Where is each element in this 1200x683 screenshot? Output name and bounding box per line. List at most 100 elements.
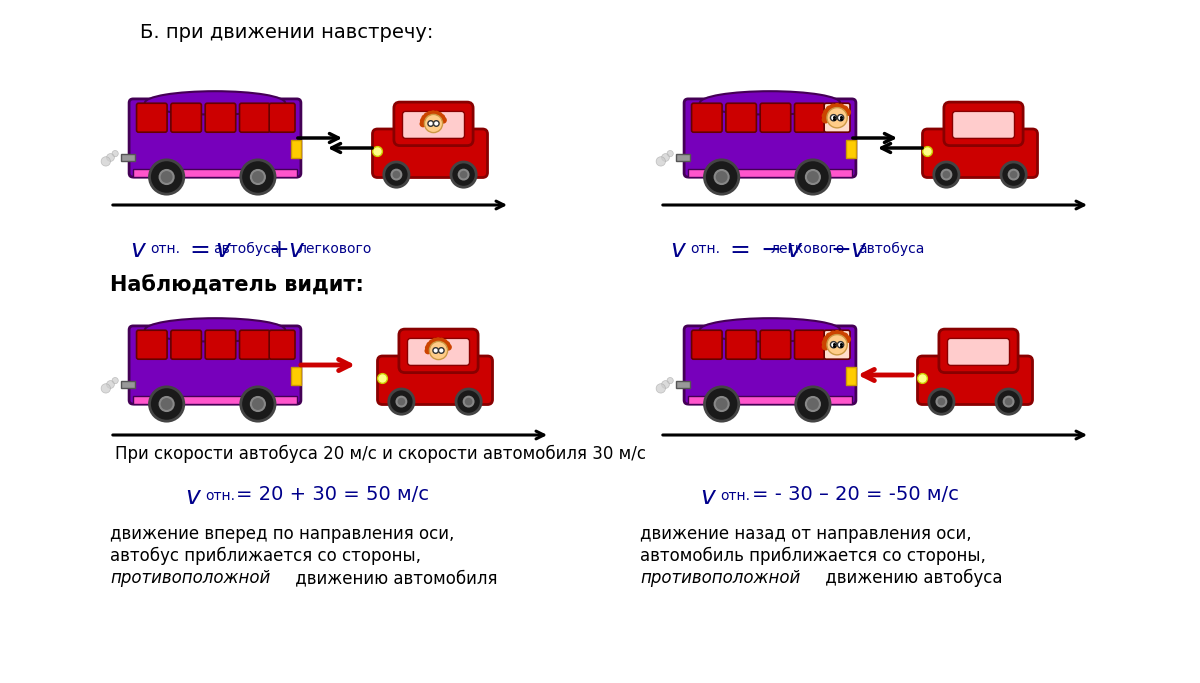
Circle shape: [830, 115, 836, 121]
FancyBboxPatch shape: [794, 103, 826, 133]
Text: При скорости автобуса 20 м/с и скорости автомобиля 30 м/с: При скорости автобуса 20 м/с и скорости …: [115, 445, 646, 463]
FancyBboxPatch shape: [923, 129, 1038, 178]
Circle shape: [430, 342, 448, 360]
Text: автомобиль приближается со стороны,: автомобиль приближается со стороны,: [640, 547, 986, 566]
Circle shape: [426, 111, 433, 117]
Circle shape: [451, 162, 476, 187]
Circle shape: [438, 348, 444, 353]
Text: отн.: отн.: [205, 489, 235, 503]
Circle shape: [107, 154, 114, 161]
Circle shape: [160, 170, 174, 184]
Circle shape: [150, 160, 184, 194]
FancyBboxPatch shape: [824, 103, 850, 133]
FancyBboxPatch shape: [170, 103, 202, 133]
Circle shape: [436, 112, 443, 119]
FancyBboxPatch shape: [130, 326, 301, 404]
Text: отн.: отн.: [720, 489, 750, 503]
Circle shape: [833, 330, 841, 337]
Circle shape: [458, 169, 468, 180]
Text: $+ \mathit{v}$: $+ \mathit{v}$: [268, 238, 306, 262]
Circle shape: [934, 162, 959, 187]
FancyBboxPatch shape: [691, 103, 722, 133]
FancyBboxPatch shape: [240, 331, 270, 359]
Circle shape: [251, 397, 265, 411]
FancyBboxPatch shape: [938, 329, 1018, 373]
Circle shape: [704, 387, 739, 421]
Circle shape: [440, 339, 448, 346]
Circle shape: [112, 150, 119, 156]
Circle shape: [445, 344, 452, 350]
Circle shape: [426, 342, 433, 348]
Circle shape: [661, 154, 670, 161]
FancyBboxPatch shape: [378, 356, 492, 404]
Circle shape: [827, 335, 847, 355]
Circle shape: [101, 384, 110, 393]
Text: $\mathit{v}$: $\mathit{v}$: [670, 238, 688, 262]
FancyBboxPatch shape: [130, 99, 301, 177]
Circle shape: [391, 169, 401, 180]
Circle shape: [826, 333, 834, 340]
Circle shape: [430, 110, 437, 117]
FancyBboxPatch shape: [761, 331, 791, 359]
Bar: [677, 380, 690, 389]
Bar: [292, 367, 301, 385]
FancyBboxPatch shape: [761, 103, 791, 133]
Circle shape: [929, 389, 954, 414]
Circle shape: [438, 337, 445, 345]
FancyBboxPatch shape: [944, 102, 1024, 145]
Circle shape: [829, 104, 836, 111]
Circle shape: [428, 339, 436, 346]
Circle shape: [823, 109, 830, 116]
Text: $- \mathit{v}$: $- \mathit{v}$: [830, 238, 868, 262]
Circle shape: [456, 389, 481, 414]
Circle shape: [661, 380, 670, 389]
FancyBboxPatch shape: [170, 331, 202, 359]
Bar: [677, 154, 690, 161]
Circle shape: [823, 335, 830, 343]
FancyBboxPatch shape: [408, 338, 469, 365]
FancyBboxPatch shape: [269, 103, 295, 133]
Circle shape: [827, 108, 847, 128]
Circle shape: [107, 380, 114, 389]
Circle shape: [463, 397, 474, 406]
Ellipse shape: [145, 92, 286, 115]
Circle shape: [822, 112, 829, 120]
Text: легкового: легкового: [770, 242, 845, 256]
Bar: [121, 380, 136, 389]
FancyBboxPatch shape: [372, 129, 487, 178]
Circle shape: [715, 170, 728, 184]
Circle shape: [396, 397, 407, 406]
Circle shape: [432, 338, 438, 345]
Circle shape: [829, 331, 836, 338]
Bar: [121, 154, 136, 161]
FancyBboxPatch shape: [240, 103, 270, 133]
Circle shape: [822, 343, 829, 350]
Circle shape: [421, 115, 428, 122]
Text: Б. при движении навстречу:: Б. при движении навстречу:: [140, 23, 433, 42]
Circle shape: [1009, 169, 1019, 180]
Text: отн.: отн.: [690, 242, 720, 256]
Circle shape: [822, 339, 829, 347]
Text: отн.: отн.: [150, 242, 180, 256]
Circle shape: [656, 156, 666, 166]
Circle shape: [101, 156, 110, 166]
FancyBboxPatch shape: [269, 331, 295, 359]
Circle shape: [425, 344, 432, 351]
Circle shape: [844, 335, 851, 343]
Circle shape: [826, 105, 834, 113]
Circle shape: [715, 397, 728, 411]
Circle shape: [420, 117, 427, 124]
Circle shape: [942, 169, 952, 180]
Text: $\mathit{v}$: $\mathit{v}$: [185, 485, 202, 509]
Circle shape: [434, 337, 442, 344]
Circle shape: [372, 147, 383, 156]
Circle shape: [251, 170, 265, 184]
Circle shape: [996, 389, 1021, 414]
Text: = 20 + 30 = 50 м/с: = 20 + 30 = 50 м/с: [236, 485, 430, 504]
Circle shape: [1003, 397, 1014, 406]
Circle shape: [838, 331, 845, 338]
Bar: [133, 169, 296, 177]
Bar: [133, 396, 296, 404]
Circle shape: [841, 333, 848, 340]
Circle shape: [438, 114, 445, 121]
